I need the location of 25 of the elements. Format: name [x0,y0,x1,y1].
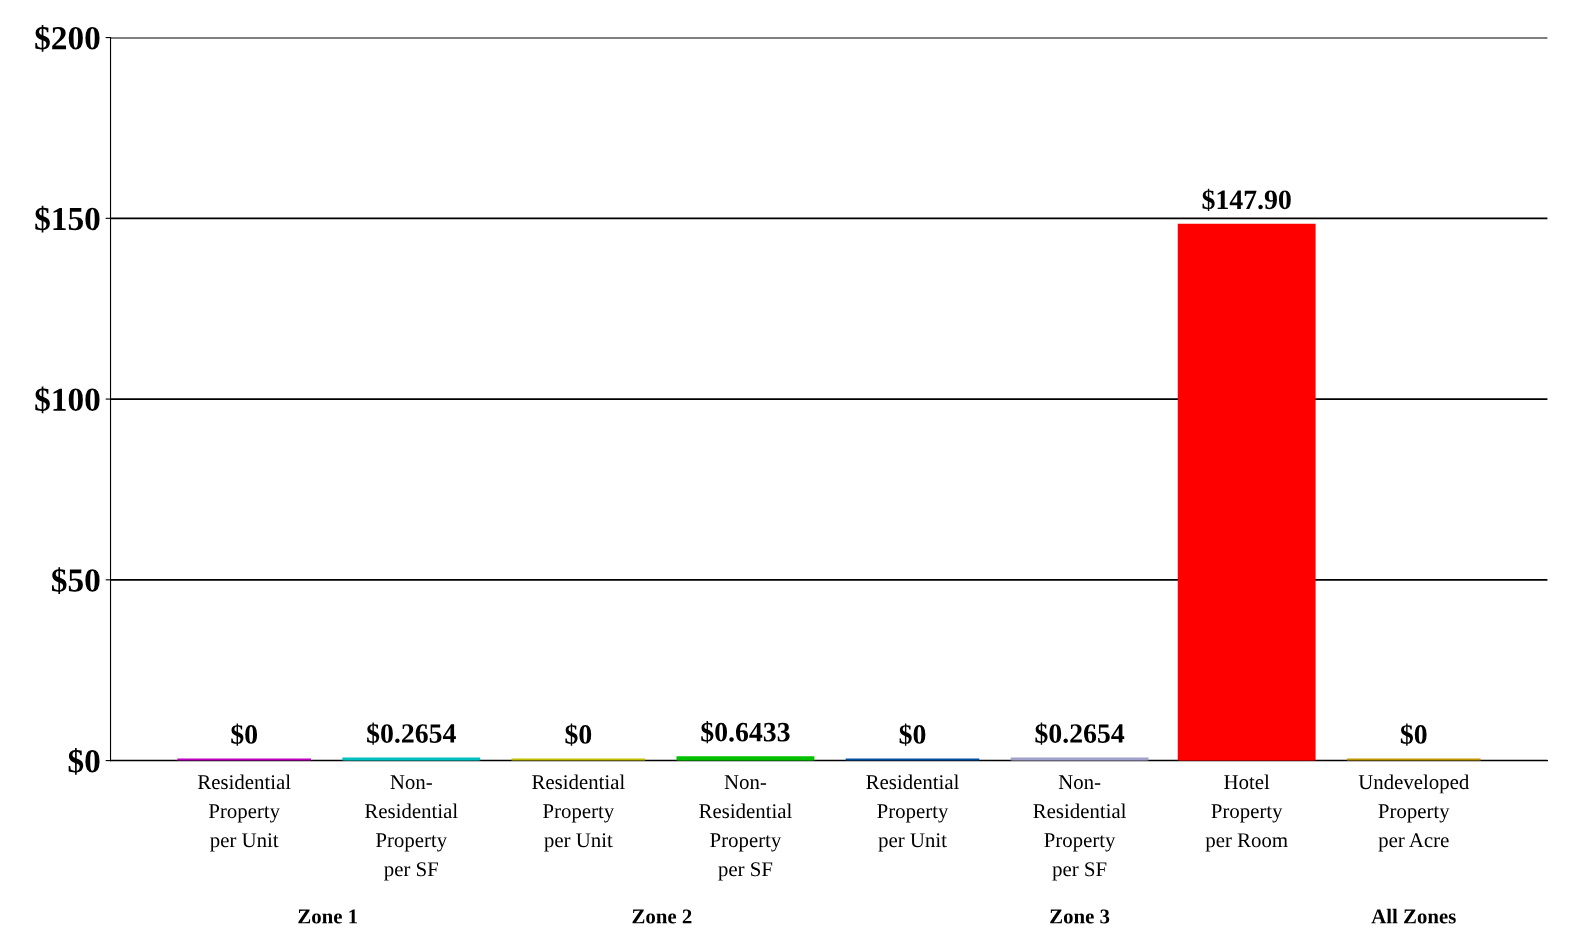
data-label: $0.6433 [701,721,790,744]
data-label: $0 [1400,723,1427,746]
x-tick-label: Residential Property per Unit [197,774,291,852]
y-tick-label: $200 [35,24,100,52]
text: Zone 2 [632,909,692,924]
data-label: $0.2654 [1035,722,1125,745]
data-label: $0 [565,723,592,746]
data-label: $147.90 [1202,188,1291,211]
text: All Zones [1371,908,1456,924]
x-tick-label: Hotel Property per Room [1205,774,1288,852]
text: Zone 1 [298,909,358,924]
data-label: $0 [231,723,258,746]
y-tick-label: $150 [35,205,100,233]
y-tick-label: $0 [68,748,100,775]
data-label: $0 [899,723,926,746]
x-tick-label: Residential Property per Unit [532,774,625,852]
x-tick-label: Non- Residential Property per SF [699,775,792,881]
x-tick-label: Residential Property per Unit [866,774,959,852]
x-tick-label: Undeveloped Property per Acre [1358,774,1470,852]
y-tick-label: $100 [35,386,100,414]
data-label: $0.2654 [367,722,456,745]
y-tick-label: $50 [52,567,100,594]
x-tick-label: Non- Residential Property per SF [365,775,458,881]
x-tick-label: Non- Residential Property per SF [1033,775,1127,881]
text: Zone 3 [1050,909,1110,924]
